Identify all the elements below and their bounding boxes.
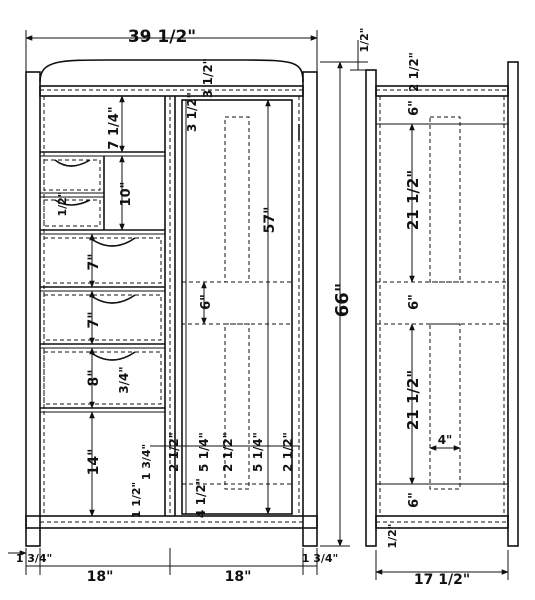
left-leg-label: 1 3/4": [16, 552, 53, 565]
side-bottom-rail-label: 6": [407, 492, 422, 508]
stile-2-label: 2 1/2": [221, 432, 235, 472]
dimension-lines: [8, 30, 509, 580]
bottom-rail: [25, 515, 318, 529]
side-depth-label: 17 1/2": [414, 572, 470, 588]
side-middle-rail: [375, 281, 509, 325]
side-upper-panel-label: 21 1/2": [404, 170, 422, 230]
side-panel-upper: [429, 116, 461, 283]
drawer-4-extra-label: 3/4": [117, 366, 131, 393]
left-leg: [25, 71, 41, 547]
drawer-pull: [54, 199, 91, 206]
drawer-2-label: 7": [86, 253, 102, 270]
side-top-offset-label: 1/2": [358, 27, 371, 52]
bottom-panel-gap-label: 4 1/2": [194, 478, 208, 518]
right-leg: [302, 71, 318, 547]
door-panel-upper: [224, 116, 250, 283]
side-lower-panel-label: 21 1/2": [404, 370, 422, 430]
top-drawer-label: 7 1/4": [107, 106, 122, 149]
drawer-4-label: 8": [86, 369, 102, 386]
stile-3-label: 2 1/2": [281, 432, 295, 472]
bottom-rail-2-label: 1 1/2": [130, 482, 143, 519]
drawer-pull: [89, 237, 136, 247]
side-upper-rail-label: 6": [407, 100, 422, 116]
side-right-leg: [507, 61, 519, 547]
small-divider-label: 1/2": [56, 191, 69, 216]
door-panel-lower: [224, 323, 250, 490]
dimension-labels: 39 1/2" 66" 3 1/2" 3 1/2" 7 1/4" 10" 1/2…: [16, 27, 470, 588]
bottom-rail-1-label: 1 3/4": [140, 444, 153, 481]
top-rail-label: 3 1/2": [185, 92, 199, 132]
drawer-pull: [54, 159, 91, 167]
small-drawer-label: 10": [119, 182, 134, 207]
crown-offset-label: 3 1/2": [201, 58, 215, 98]
stile-1-label: 2 1/2": [167, 432, 181, 472]
right-leg-label: 1 3/4": [302, 552, 339, 565]
drawer-pull: [89, 294, 136, 304]
panel-2-label: 5 1/4": [251, 432, 265, 472]
right-section-label: 18": [225, 569, 252, 585]
top-crown: [39, 59, 304, 83]
overall-width-label: 39 1/2": [128, 27, 196, 47]
door: [181, 99, 300, 515]
lower-space-label: 14": [86, 449, 102, 476]
side-panel-lower: [429, 323, 461, 490]
side-bottom-gap-label: 1/2": [386, 523, 399, 548]
drawer-pull: [89, 351, 136, 361]
drawer-shelves: [40, 151, 165, 413]
top-rail: [39, 85, 304, 97]
side-left-leg: [365, 69, 377, 547]
side-middle-rail-label: 6": [407, 294, 422, 310]
side-panel-width-label: 4": [438, 433, 453, 447]
side-top-rail-label: 2 1/2": [407, 52, 421, 92]
door-rail-middle: [181, 281, 293, 325]
left-section-label: 18": [87, 569, 114, 585]
door-panel-label: 57": [262, 207, 278, 234]
overall-height-label: 66": [332, 283, 353, 317]
side-view: [365, 61, 519, 547]
front-view: [25, 59, 318, 547]
panel-1-label: 5 1/4": [197, 432, 211, 472]
door-rail-label: 6": [199, 294, 214, 310]
drawer-3-label: 7": [86, 311, 102, 328]
